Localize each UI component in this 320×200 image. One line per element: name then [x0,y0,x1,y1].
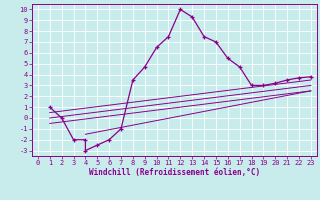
X-axis label: Windchill (Refroidissement éolien,°C): Windchill (Refroidissement éolien,°C) [89,168,260,177]
